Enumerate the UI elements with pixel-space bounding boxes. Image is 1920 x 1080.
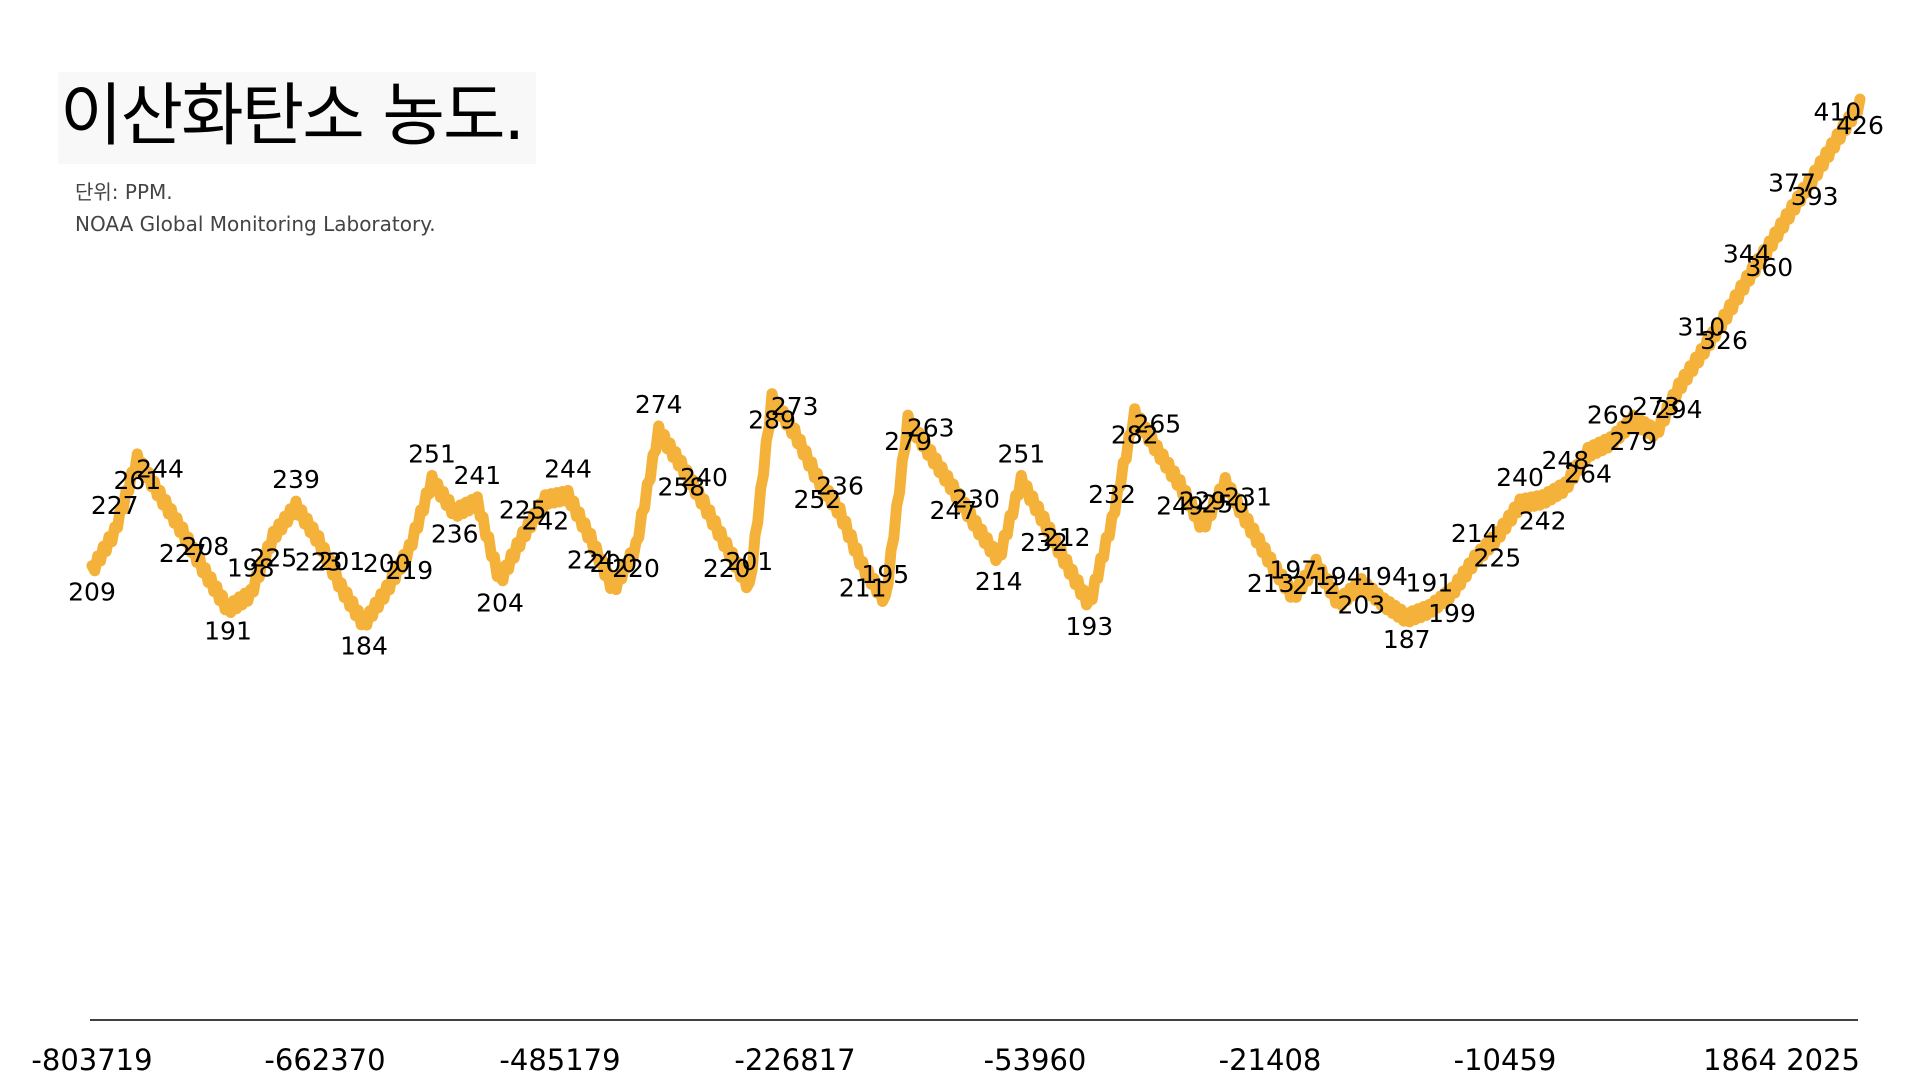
- data-label: 393: [1791, 182, 1839, 211]
- data-labels: 2092272612442272081911982252392232011842…: [68, 98, 1884, 661]
- data-label: 197: [1269, 556, 1317, 585]
- x-tick-label: -10459: [1454, 1043, 1557, 1077]
- data-label: 214: [1451, 519, 1499, 548]
- data-label: 249: [1156, 492, 1204, 521]
- data-label: 265: [1133, 409, 1181, 438]
- data-label: 212: [1292, 571, 1340, 600]
- data-label: 261: [113, 466, 161, 495]
- x-tick-label: -803719: [31, 1043, 152, 1077]
- data-label: 426: [1836, 111, 1884, 140]
- data-label: 198: [227, 553, 275, 582]
- data-label: 244: [136, 454, 184, 483]
- data-label: 194: [1315, 562, 1363, 591]
- data-label: 279: [1609, 427, 1657, 456]
- data-label: 269: [1587, 401, 1635, 430]
- title-background: [58, 72, 536, 164]
- data-label: 201: [725, 547, 773, 576]
- data-label: 240: [1496, 463, 1544, 492]
- data-label: 310: [1677, 313, 1725, 342]
- x-axis-ticks: -803719 -662370 -485179 -226817 -53960 -21408…: [31, 1043, 1860, 1077]
- data-label: 208: [181, 532, 229, 561]
- data-label: 241: [453, 461, 501, 490]
- data-label: 250: [1201, 490, 1249, 519]
- data-label: 232: [1088, 480, 1136, 509]
- data-label: 227: [159, 539, 207, 568]
- data-label: 251: [408, 439, 456, 468]
- unit-note: 단위: PPM.: [75, 180, 173, 204]
- data-label: 191: [204, 616, 252, 645]
- x-tick-label: -53960: [984, 1043, 1087, 1077]
- data-label: 344: [1723, 239, 1771, 268]
- data-label: 294: [1655, 395, 1703, 424]
- data-label: 273: [771, 392, 819, 421]
- data-label: 236: [431, 520, 479, 549]
- data-label: 211: [839, 573, 887, 602]
- data-label: 274: [635, 390, 683, 419]
- data-label: 251: [997, 439, 1045, 468]
- data-label: 279: [884, 427, 932, 456]
- data-label: 220: [612, 554, 660, 583]
- chart-title: 이산화탄소 농도.: [60, 77, 525, 156]
- x-tick-label: -21408: [1219, 1043, 1322, 1077]
- x-tick-label: 2025: [1786, 1043, 1860, 1077]
- data-label: 184: [340, 631, 388, 660]
- data-label: 229: [1179, 487, 1227, 516]
- data-label: 209: [68, 578, 116, 607]
- data-label: 225: [1473, 543, 1521, 572]
- data-label: 227: [91, 491, 139, 520]
- x-tick-label: -485179: [499, 1043, 620, 1077]
- data-label: 225: [249, 543, 297, 572]
- chart-subtitle: 단위: PPM. NOAA Global Monitoring Laborato…: [75, 176, 436, 240]
- data-label: 203: [1337, 591, 1385, 620]
- data-label: 201: [317, 547, 365, 576]
- data-label: 199: [1428, 599, 1476, 628]
- source-note: NOAA Global Monitoring Laboratory.: [75, 212, 436, 236]
- co2-series-line: [86, 93, 1866, 631]
- data-label: 326: [1700, 326, 1748, 355]
- data-label: 244: [544, 454, 592, 483]
- data-label: 230: [952, 485, 1000, 514]
- data-label: 213: [1247, 569, 1295, 598]
- data-label: 195: [861, 560, 909, 589]
- data-label: 212: [1043, 523, 1091, 552]
- data-label: 193: [1065, 612, 1113, 641]
- data-label: 214: [975, 567, 1023, 596]
- data-label: 360: [1745, 253, 1793, 282]
- data-label: 194: [1360, 562, 1408, 591]
- line-band: [86, 93, 1866, 631]
- data-label: 191: [1405, 568, 1453, 597]
- data-label: 263: [907, 414, 955, 443]
- data-label: 231: [1224, 482, 1272, 511]
- data-label: 224: [567, 545, 615, 574]
- data-label: 377: [1768, 169, 1816, 198]
- data-label: 247: [929, 496, 977, 525]
- data-label: 219: [385, 556, 433, 585]
- data-label: 204: [476, 588, 524, 617]
- data-label: 223: [295, 548, 343, 577]
- data-label: 200: [589, 549, 637, 578]
- x-tick-label: -226817: [734, 1043, 855, 1077]
- data-label: 242: [521, 507, 569, 536]
- data-label: 232: [1020, 528, 1068, 557]
- data-label: 410: [1813, 98, 1861, 127]
- data-label: 242: [1519, 507, 1567, 536]
- data-label: 289: [748, 406, 796, 435]
- data-label: 248: [1541, 446, 1589, 475]
- data-label: 240: [680, 463, 728, 492]
- data-label: 252: [793, 485, 841, 514]
- data-label: 220: [703, 554, 751, 583]
- data-label: 273: [1632, 392, 1680, 421]
- data-label: 282: [1111, 421, 1159, 450]
- data-label: 225: [499, 495, 547, 524]
- data-label: 264: [1564, 459, 1612, 488]
- data-label: 236: [816, 472, 864, 501]
- x-tick-label: -662370: [264, 1043, 385, 1077]
- x-tick-label: 1864: [1703, 1043, 1777, 1077]
- data-label: 200: [363, 549, 411, 578]
- data-label: 239: [272, 465, 320, 494]
- data-label: 187: [1383, 625, 1431, 654]
- data-label: 258: [657, 472, 705, 501]
